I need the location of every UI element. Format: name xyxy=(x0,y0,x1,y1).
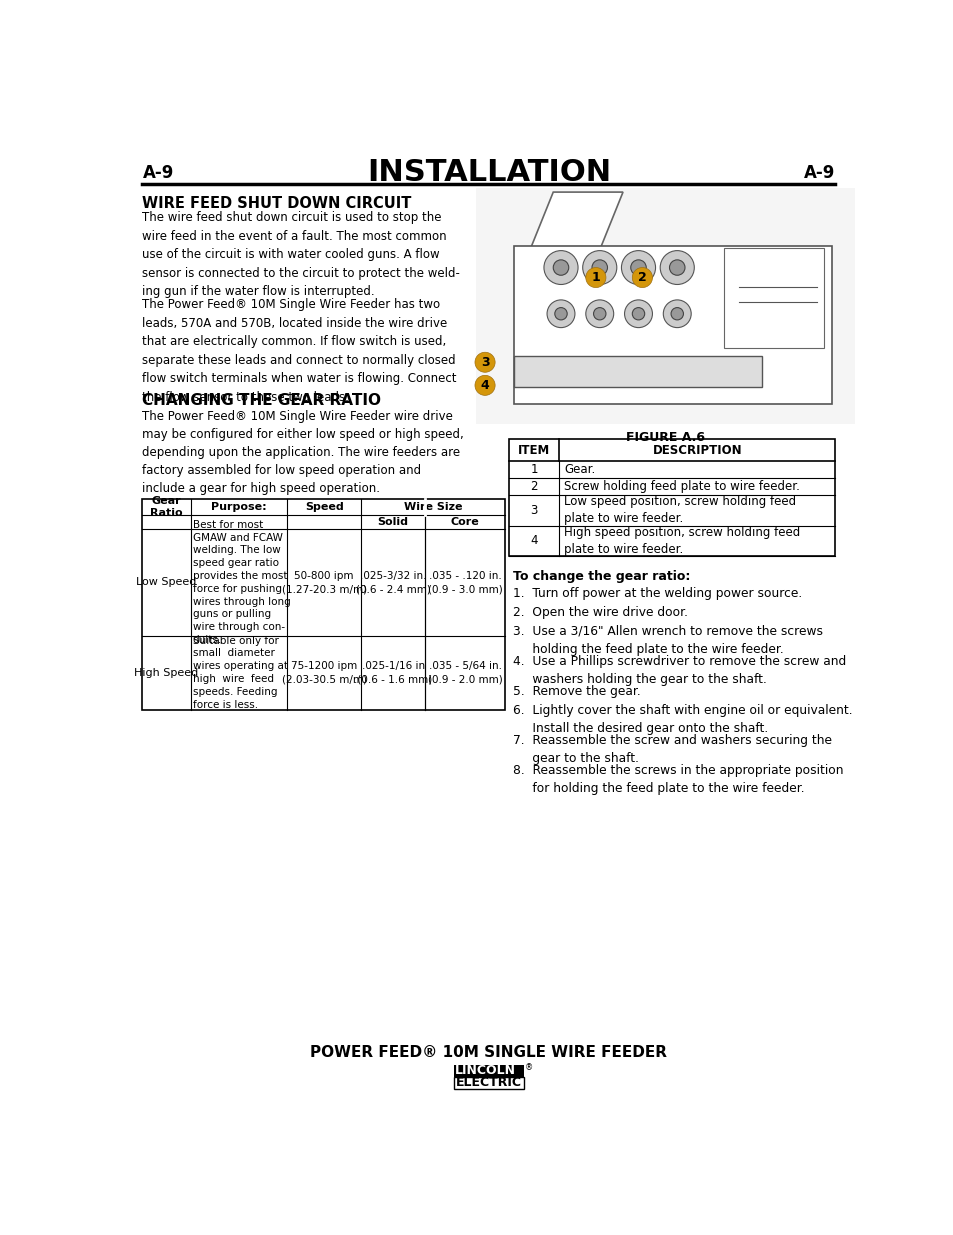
Circle shape xyxy=(620,251,655,284)
Text: 1: 1 xyxy=(591,270,599,284)
Text: Low Speed: Low Speed xyxy=(136,578,196,588)
Text: FIGURE A.6: FIGURE A.6 xyxy=(625,431,704,445)
Text: LINCOLN: LINCOLN xyxy=(455,1065,516,1077)
Text: Core: Core xyxy=(451,517,479,527)
Text: 2.  Open the wire drive door.: 2. Open the wire drive door. xyxy=(513,606,687,619)
Circle shape xyxy=(592,259,607,275)
Circle shape xyxy=(475,375,495,395)
Text: 6.  Lightly cover the shaft with engine oil or equivalent.
     Install the desi: 6. Lightly cover the shaft with engine o… xyxy=(513,704,852,735)
Circle shape xyxy=(585,268,605,288)
Circle shape xyxy=(632,268,652,288)
Text: 3: 3 xyxy=(480,356,489,369)
Text: DESCRIPTION: DESCRIPTION xyxy=(652,443,741,457)
Text: .035 - 5/64 in.
(0.9 - 2.0 mm): .035 - 5/64 in. (0.9 - 2.0 mm) xyxy=(428,661,502,684)
Text: 4: 4 xyxy=(480,379,489,391)
Text: A-9: A-9 xyxy=(803,164,835,182)
Text: Purpose:: Purpose: xyxy=(211,501,267,513)
Circle shape xyxy=(669,259,684,275)
Circle shape xyxy=(659,251,694,284)
Text: .025-3/32 in.
(0.6 - 2.4 mm): .025-3/32 in. (0.6 - 2.4 mm) xyxy=(355,571,430,594)
Circle shape xyxy=(585,300,613,327)
Bar xyxy=(514,356,761,387)
Text: The Power Feed® 10M Single Wire Feeder has two
leads, 570A and 570B, located ins: The Power Feed® 10M Single Wire Feeder h… xyxy=(142,299,456,404)
Text: 1: 1 xyxy=(530,463,537,475)
Circle shape xyxy=(553,259,568,275)
Bar xyxy=(454,1065,523,1077)
Text: Screw holding feed plate to wire feeder.: Screw holding feed plate to wire feeder. xyxy=(563,479,800,493)
Circle shape xyxy=(543,251,578,284)
Text: 50-800 ipm
(1.27-20.3 m/m): 50-800 ipm (1.27-20.3 m/m) xyxy=(281,571,366,594)
Bar xyxy=(723,248,823,348)
Text: CHANGING THE GEAR RATIO: CHANGING THE GEAR RATIO xyxy=(142,393,381,408)
Text: .035 - .120 in.
(0.9 - 3.0 mm): .035 - .120 in. (0.9 - 3.0 mm) xyxy=(428,571,502,594)
Text: High speed position, screw holding feed
plate to wire feeder.: High speed position, screw holding feed … xyxy=(563,526,800,556)
Circle shape xyxy=(632,308,644,320)
Text: Wire Size: Wire Size xyxy=(403,501,462,513)
Text: POWER FEED® 10M SINGLE WIRE FEEDER: POWER FEED® 10M SINGLE WIRE FEEDER xyxy=(310,1046,667,1061)
Text: 7.  Reassemble the screw and washers securing the
     gear to the shaft.: 7. Reassemble the screw and washers secu… xyxy=(513,734,831,764)
Text: High Speed: High Speed xyxy=(134,668,198,678)
Text: 8.  Reassemble the screws in the appropriate position
     for holding the feed : 8. Reassemble the screws in the appropri… xyxy=(513,763,842,795)
Text: The Power Feed® 10M Single Wire Feeder wire drive
may be configured for either l: The Power Feed® 10M Single Wire Feeder w… xyxy=(142,410,464,495)
Text: 1.  Turn off power at the welding power source.: 1. Turn off power at the welding power s… xyxy=(513,587,801,600)
Text: INSTALLATION: INSTALLATION xyxy=(367,158,610,188)
Circle shape xyxy=(555,308,567,320)
Text: 75-1200 ipm
(2.03-30.5 m/m): 75-1200 ipm (2.03-30.5 m/m) xyxy=(281,661,366,684)
Text: 4: 4 xyxy=(530,535,537,547)
Text: 3: 3 xyxy=(530,504,537,516)
Bar xyxy=(476,188,855,424)
Text: 5.  Remove the gear.: 5. Remove the gear. xyxy=(513,685,640,698)
Text: Speed: Speed xyxy=(305,501,343,513)
Text: ®: ® xyxy=(524,1063,533,1072)
Polygon shape xyxy=(530,193,622,249)
Text: Gear.: Gear. xyxy=(563,463,595,475)
Text: A-9: A-9 xyxy=(142,164,173,182)
Text: .025-1/16 in
.(0.6 - 1.6 mm): .025-1/16 in .(0.6 - 1.6 mm) xyxy=(354,661,432,684)
Text: 3.  Use a 3/16" Allen wrench to remove the screws
     holding the feed plate to: 3. Use a 3/16" Allen wrench to remove th… xyxy=(513,625,822,656)
Text: 4.  Use a Phillips screwdriver to remove the screw and
     washers holding the : 4. Use a Phillips screwdriver to remove … xyxy=(513,655,845,685)
Circle shape xyxy=(582,251,617,284)
Text: To change the gear ratio:: To change the gear ratio: xyxy=(513,571,690,583)
Circle shape xyxy=(662,300,691,327)
Circle shape xyxy=(624,300,652,327)
Circle shape xyxy=(546,300,575,327)
Circle shape xyxy=(475,352,495,372)
Text: 2: 2 xyxy=(638,270,646,284)
Bar xyxy=(142,499,505,710)
Text: WIRE FEED SHUT DOWN CIRCUIT: WIRE FEED SHUT DOWN CIRCUIT xyxy=(142,196,412,211)
Text: Gear
Ratio: Gear Ratio xyxy=(150,495,183,519)
Text: ELECTRIC: ELECTRIC xyxy=(456,1077,521,1089)
Text: 2: 2 xyxy=(530,479,537,493)
Circle shape xyxy=(670,308,682,320)
Bar xyxy=(509,440,835,556)
Bar xyxy=(514,246,831,404)
Bar xyxy=(454,1077,523,1089)
Text: ITEM: ITEM xyxy=(517,443,550,457)
Text: Low speed position, screw holding feed
plate to wire feeder.: Low speed position, screw holding feed p… xyxy=(563,495,796,525)
Text: Suitable only for
small  diameter
wires operating at
high  wire  feed
speeds. Fe: Suitable only for small diameter wires o… xyxy=(193,636,288,710)
Circle shape xyxy=(593,308,605,320)
Text: Best for most
GMAW and FCAW
welding. The low
speed gear ratio
provides the most
: Best for most GMAW and FCAW welding. The… xyxy=(193,520,291,645)
Text: The wire feed shut down circuit is used to stop the
wire feed in the event of a : The wire feed shut down circuit is used … xyxy=(142,211,460,299)
Text: Solid: Solid xyxy=(377,517,408,527)
Circle shape xyxy=(630,259,645,275)
